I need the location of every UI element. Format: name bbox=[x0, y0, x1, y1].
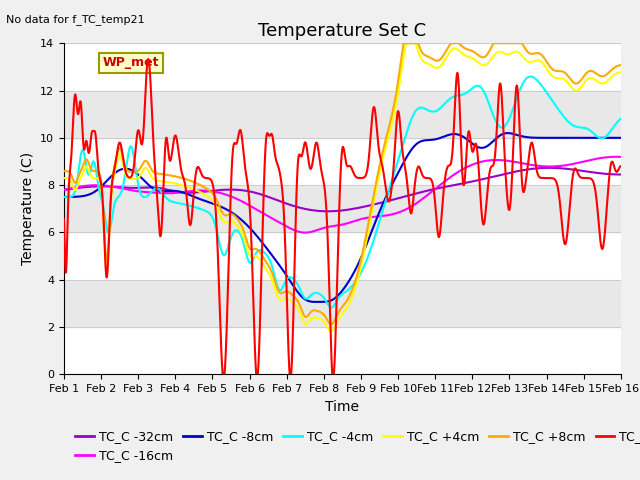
Title: Temperature Set C: Temperature Set C bbox=[259, 22, 426, 40]
Bar bbox=[64, 232, 621, 280]
Bar bbox=[64, 280, 621, 327]
X-axis label: Time: Time bbox=[325, 400, 360, 414]
Legend: TC_C -32cm, TC_C -16cm, TC_C -8cm, TC_C -4cm, TC_C +4cm, TC_C +8cm, TC_C +12cm: TC_C -32cm, TC_C -16cm, TC_C -8cm, TC_C … bbox=[70, 425, 640, 468]
Bar bbox=[64, 43, 621, 91]
Text: WP_met: WP_met bbox=[103, 56, 159, 70]
Text: No data for f_TC_temp21: No data for f_TC_temp21 bbox=[6, 14, 145, 25]
Bar bbox=[64, 327, 621, 374]
Y-axis label: Temperature (C): Temperature (C) bbox=[20, 152, 35, 265]
Bar bbox=[64, 185, 621, 232]
Bar bbox=[64, 91, 621, 138]
Bar bbox=[64, 138, 621, 185]
